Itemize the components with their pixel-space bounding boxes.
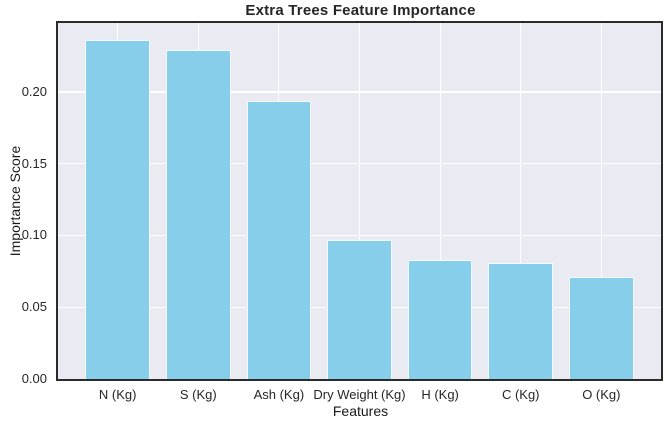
x-tick-label: H (Kg) bbox=[421, 387, 459, 402]
x-tick-label: N (Kg) bbox=[98, 387, 137, 402]
y-tick-label: 0.15 bbox=[21, 155, 47, 171]
bar-N (Kg) bbox=[85, 40, 150, 379]
horizontal-gridline bbox=[58, 163, 661, 165]
x-tick-label: S (Kg) bbox=[179, 387, 217, 402]
bar-S (Kg) bbox=[166, 50, 231, 379]
vertical-gridline bbox=[439, 23, 441, 379]
bar-H (Kg) bbox=[407, 259, 473, 379]
y-tick-label: 0.05 bbox=[21, 299, 47, 315]
horizontal-gridline bbox=[58, 91, 661, 93]
x-tick-label: C (Kg) bbox=[501, 387, 540, 402]
bar-C (Kg) bbox=[488, 262, 553, 379]
bar-O (Kg) bbox=[569, 277, 634, 379]
y-axis-label: Importance Score bbox=[7, 145, 23, 257]
vertical-gridline bbox=[358, 23, 361, 379]
vertical-gridline bbox=[600, 23, 602, 379]
horizontal-gridline bbox=[58, 234, 661, 237]
bar-Ash (Kg) bbox=[246, 100, 312, 379]
bar-Dry Weight (Kg) bbox=[327, 239, 392, 379]
x-tick-label: O (Kg) bbox=[582, 387, 621, 402]
vertical-gridline bbox=[520, 23, 522, 379]
chart-title: Extra Trees Feature Importance bbox=[245, 2, 476, 19]
plot-area bbox=[56, 21, 663, 381]
y-tick-label: 0.10 bbox=[21, 227, 47, 243]
x-tick-label: Ash (Kg) bbox=[253, 387, 305, 402]
y-tick-label: 0.20 bbox=[21, 83, 47, 99]
x-axis-label: Features bbox=[332, 403, 389, 419]
x-tick-label: Dry Weight (Kg) bbox=[313, 387, 406, 402]
y-tick-label: 0.00 bbox=[21, 371, 47, 386]
